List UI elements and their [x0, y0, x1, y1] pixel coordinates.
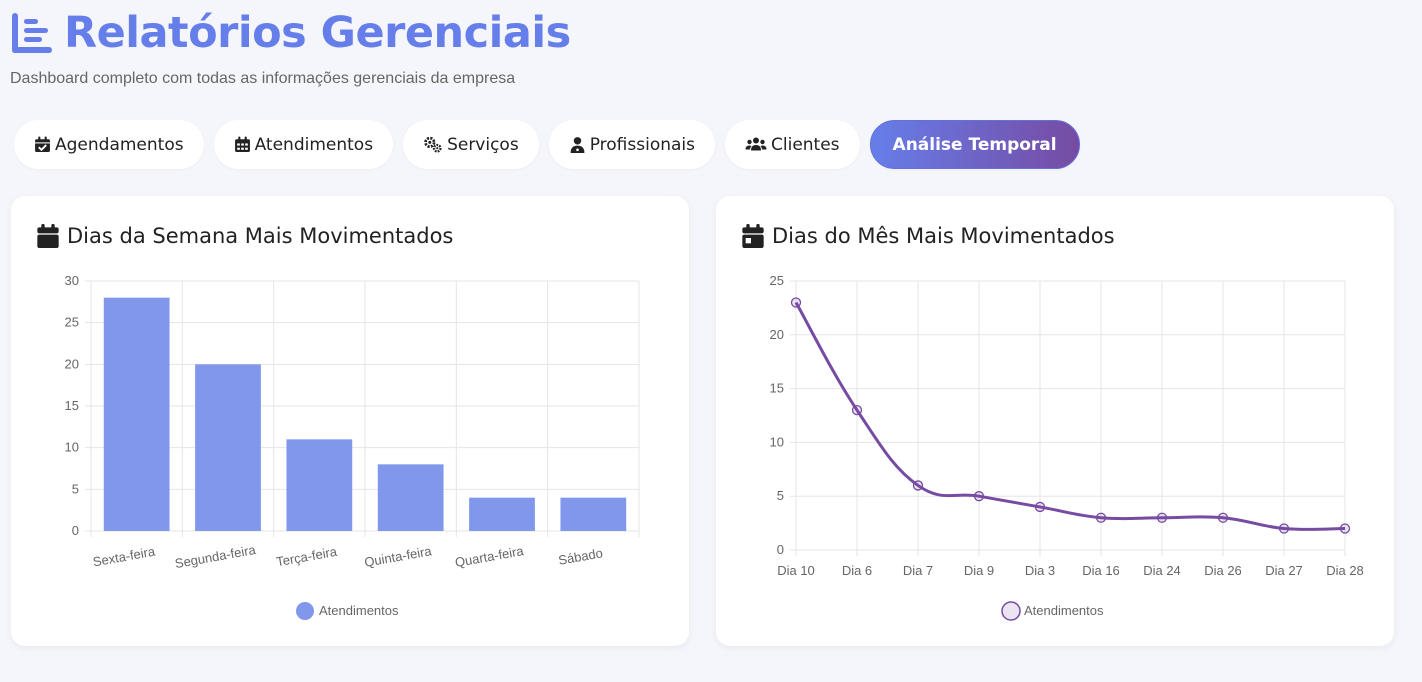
- calendar-icon: [37, 224, 59, 248]
- tab-label: Análise Temporal: [892, 134, 1057, 155]
- title-row: Relatórios Gerenciais: [10, 8, 910, 58]
- x-tick-label: Sexta-feira: [92, 544, 157, 570]
- line-chart: 0 5 10 15 20 25 Dia 10 Dia 6 Dia 7 Dia 9 Dia 3 Dia …: [770, 273, 1364, 621]
- page-title: Relatórios Gerenciais: [64, 8, 571, 58]
- tab-analise-temporal[interactable]: Análise Temporal: [869, 120, 1080, 169]
- x-tick-label: Segunda-feira: [174, 542, 258, 571]
- card-title: Dias do Mês Mais Movimentados: [742, 224, 1115, 248]
- data-point: [1095, 512, 1107, 523]
- x-tick-label: Dia 24: [1143, 563, 1181, 578]
- bar: [560, 497, 627, 531]
- page-subtitle: Dashboard completo com todas as informaç…: [10, 70, 516, 87]
- legend-label: Atendimentos: [1024, 603, 1104, 618]
- bar: [286, 439, 353, 531]
- bar: [103, 297, 170, 531]
- data-point: [912, 480, 924, 491]
- data-point: [1217, 512, 1229, 523]
- x-tick-label: Terça-feira: [275, 544, 339, 570]
- x-tick-label: Sábado: [557, 545, 604, 568]
- x-tick-label: Dia 10: [777, 563, 815, 578]
- user-doctor-icon: [570, 137, 585, 153]
- tab-label: Serviços: [447, 134, 519, 155]
- data-point: [1156, 512, 1168, 523]
- y-tick-label: 20: [65, 356, 79, 371]
- x-tick-label: Dia 27: [1265, 563, 1303, 578]
- x-tick-label: Quarta-feira: [454, 543, 526, 570]
- y-tick-label: 5: [72, 481, 79, 496]
- data-point: [1339, 523, 1351, 534]
- bar: [377, 464, 444, 531]
- users-icon: [745, 137, 767, 151]
- tab-profissionais[interactable]: Profissionais: [548, 120, 715, 169]
- y-tick-label: 20: [770, 327, 784, 342]
- bar-chart: 0 5 10 15 20 25 30 Sexta-feira Segunda-feira Terç…: [65, 273, 640, 620]
- y-tick-label: 25: [770, 273, 784, 288]
- x-tick-label: Dia 6: [842, 563, 872, 578]
- tab-agendamentos[interactable]: Agendamentos: [14, 120, 204, 169]
- x-tick-label: Dia 7: [903, 563, 933, 578]
- y-tick-label: 0: [72, 523, 79, 538]
- bar: [195, 364, 261, 531]
- y-tick-label: 25: [65, 315, 79, 330]
- data-point: [1278, 523, 1290, 534]
- y-tick-label: 5: [777, 488, 784, 503]
- weekday-chart-card: Dias da Semana Mais Movimentados 0 5 10 15 2…: [11, 196, 689, 646]
- page-header: Relatórios Gerenciais Dashboard completo…: [10, 8, 910, 88]
- tab-servicos[interactable]: Serviços: [403, 120, 539, 169]
- calendar-grid-icon: [234, 136, 250, 152]
- data-point: [790, 297, 802, 308]
- tab-label: Profissionais: [589, 134, 695, 155]
- card-title: Dias da Semana Mais Movimentados: [37, 224, 453, 248]
- tab-atendimentos[interactable]: Atendimentos: [213, 120, 394, 169]
- calendar-check-icon: [35, 136, 50, 152]
- bar: [469, 497, 535, 531]
- tab-label: Agendamentos: [55, 134, 184, 155]
- y-tick-label: 0: [777, 542, 784, 557]
- gears-icon: [424, 136, 442, 153]
- y-tick-label: 15: [770, 381, 784, 396]
- tab-label: Clientes: [771, 134, 840, 155]
- chart-title: Dias da Semana Mais Movimentados: [67, 224, 454, 248]
- x-tick-label: Dia 3: [1025, 563, 1055, 578]
- data-point: [973, 491, 985, 502]
- x-tick-label: Dia 9: [964, 563, 994, 578]
- series-line: [794, 301, 1346, 531]
- list-icon: [12, 13, 52, 53]
- x-tick-label: Dia 28: [1326, 563, 1364, 578]
- tab-bar: Agendamentos Atendimentos Serviços Profi…: [14, 120, 1090, 169]
- y-tick-label: 15: [65, 398, 79, 413]
- y-tick-label: 10: [65, 440, 79, 455]
- chart-legend: Atendimentos: [1001, 601, 1104, 621]
- tab-label: Atendimentos: [254, 134, 374, 155]
- calendar-day-icon: [742, 224, 764, 248]
- legend-swatch: [1001, 601, 1021, 621]
- monthday-chart-card: Dias do Mês Mais Movimentados 0 5 10 15 20 25…: [716, 196, 1394, 646]
- tab-clientes[interactable]: Clientes: [725, 120, 860, 169]
- data-point: [1034, 501, 1046, 513]
- chart-title: Dias do Mês Mais Movimentados: [772, 224, 1115, 248]
- y-tick-label: 30: [65, 273, 79, 288]
- x-tick-label: Quinta-feira: [363, 543, 433, 570]
- chart-legend: Atendimentos: [296, 602, 399, 620]
- data-point: [851, 404, 863, 416]
- legend-label: Atendimentos: [319, 603, 399, 618]
- x-tick-label: Dia 16: [1082, 563, 1120, 578]
- y-tick-label: 10: [770, 434, 784, 449]
- x-tick-label: Dia 26: [1204, 563, 1242, 578]
- legend-swatch: [296, 602, 314, 620]
